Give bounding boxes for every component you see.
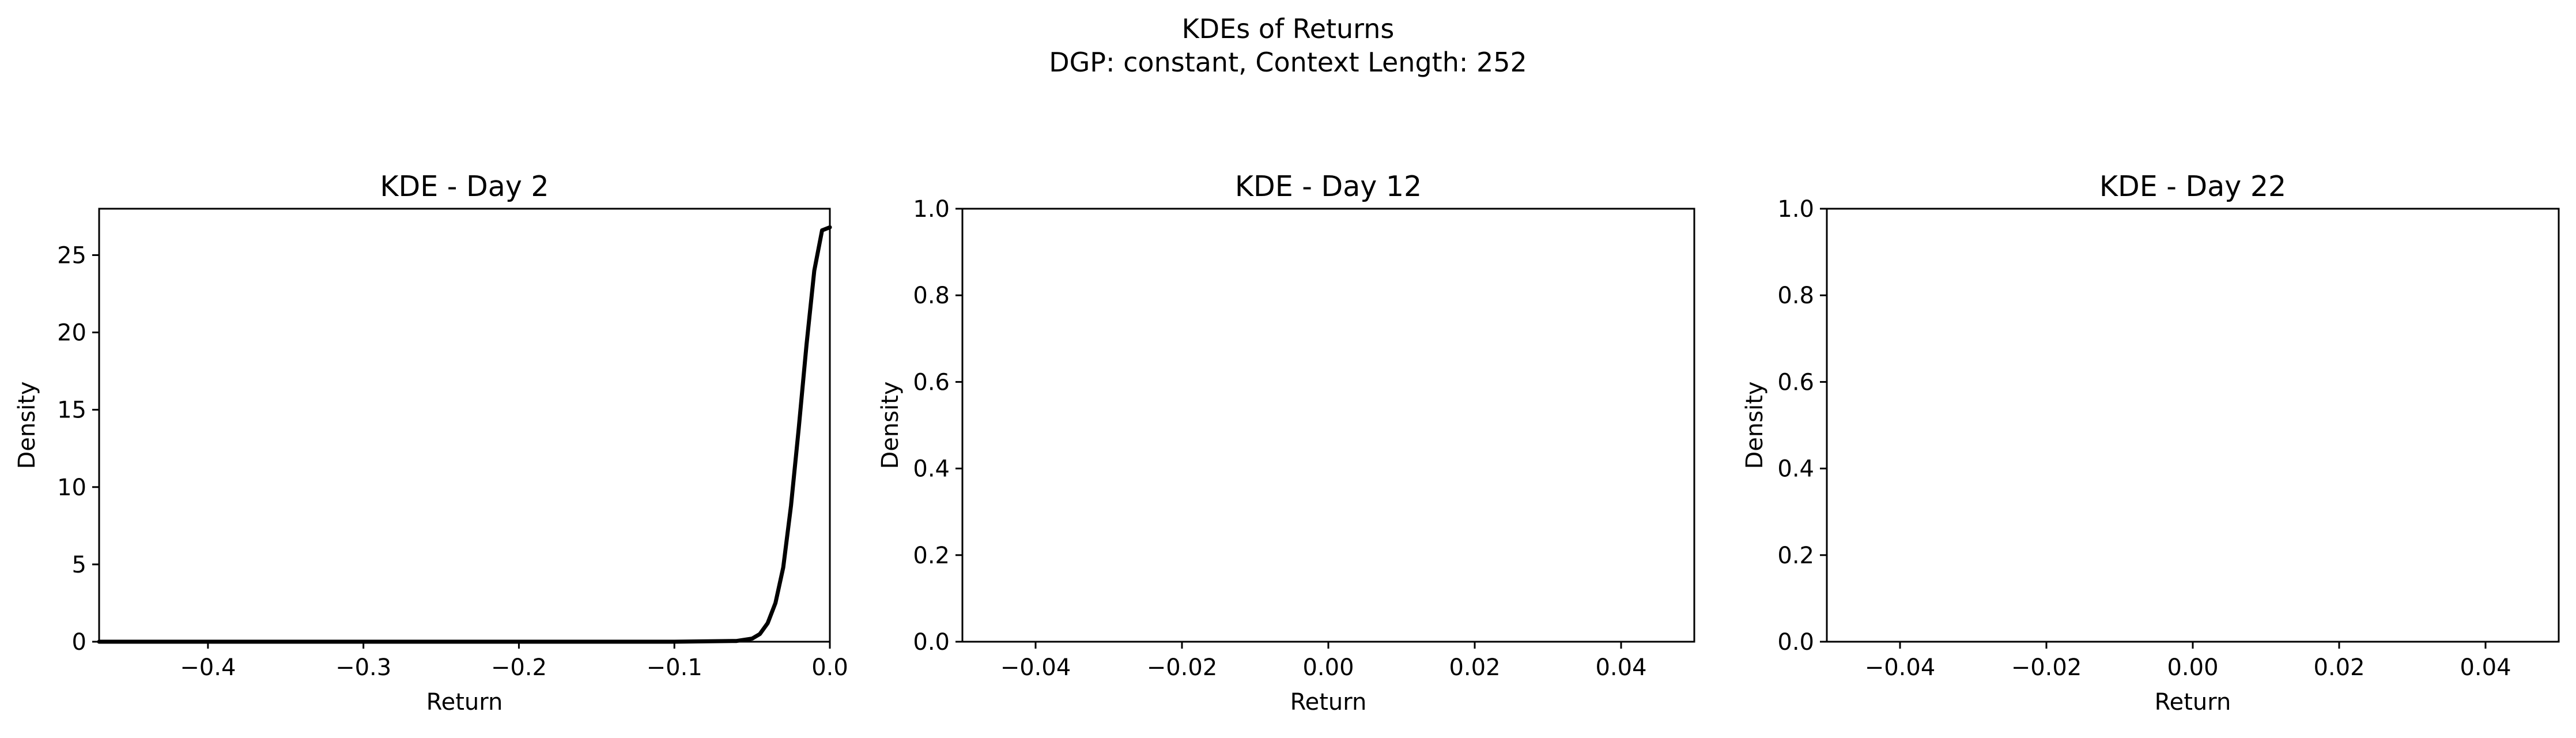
- y-tick-label: 25: [57, 242, 86, 269]
- y-tick-label: 10: [57, 475, 86, 501]
- subplot-title: KDE - Day 12: [1235, 170, 1422, 203]
- axes-frame: [98, 208, 831, 643]
- x-tick-label: 0.0: [811, 654, 848, 681]
- y-tick-label: 0.6: [1777, 369, 1814, 396]
- x-axis-label: Return: [426, 689, 503, 716]
- x-axis-label: Return: [1290, 689, 1367, 716]
- subplot-title: KDE - Day 2: [380, 170, 549, 203]
- x-tick-label: −0.02: [2011, 654, 2082, 681]
- y-axis-label: Density: [877, 381, 904, 469]
- x-tick-label: −0.04: [1000, 654, 1071, 681]
- x-tick-label: 0.00: [1302, 654, 1354, 681]
- y-tick-label: 0.0: [913, 629, 950, 656]
- y-tick-label: 0.4: [913, 456, 950, 483]
- y-tick-label: 0.6: [913, 369, 950, 396]
- x-tick-label: 0.02: [2313, 654, 2365, 681]
- x-tick-label: −0.3: [335, 654, 391, 681]
- subplot-title: KDE - Day 22: [2099, 170, 2286, 203]
- y-axis-label: Density: [14, 381, 40, 469]
- y-tick-label: 1.0: [1777, 196, 1814, 223]
- subplot-2: −0.04 −0.02 0.00 0.02 0.04 0.0 0.2 0.4 0.6 0.8 1.0…: [877, 170, 1695, 716]
- y-axis-label: Density: [1742, 381, 1768, 469]
- x-tick-label: −0.4: [180, 654, 236, 681]
- y-tick-label: 20: [57, 320, 86, 347]
- x-axis-label: Return: [2155, 689, 2231, 716]
- axes-frame: [961, 208, 1695, 643]
- x-tick-label: −0.04: [1865, 654, 1936, 681]
- figure-subtitle: DGP: constant, Context Length: 252: [1049, 47, 1527, 78]
- x-tick-label: −0.02: [1147, 654, 1218, 681]
- x-tick-label: 0.02: [1449, 654, 1500, 681]
- y-tick-label: 0.4: [1777, 456, 1814, 483]
- y-tick-label: 0.2: [913, 543, 950, 569]
- kde-series-line-1: [97, 225, 832, 644]
- y-tick-label: 0.8: [1777, 283, 1814, 309]
- x-tick-label: 0.00: [2167, 654, 2218, 681]
- y-tick-label: 0.2: [1777, 543, 1814, 569]
- y-tick-label: 0.8: [913, 283, 950, 309]
- subplot-3: −0.04 −0.02 0.00 0.02 0.04 0.0 0.2 0.4 0.6 0.8 1.0…: [1742, 170, 2560, 716]
- y-tick-label: 0.0: [1777, 629, 1814, 656]
- subplot-1: −0.4 −0.3 −0.2 −0.1 0.0 0 5 10 15 20 25 KDE - Day 2…: [14, 170, 848, 716]
- x-tick-label: −0.1: [647, 654, 702, 681]
- x-tick-label: 0.04: [1595, 654, 1646, 681]
- y-tick-label: 0: [72, 629, 86, 656]
- y-tick-label: 15: [57, 397, 86, 424]
- axes-frame: [1826, 208, 2560, 643]
- figure-title: KDEs of Returns: [1182, 13, 1395, 44]
- y-tick-label: 5: [72, 552, 86, 578]
- x-tick-label: 0.04: [2460, 654, 2511, 681]
- y-tick-label: 1.0: [913, 196, 950, 223]
- x-tick-label: −0.2: [491, 654, 547, 681]
